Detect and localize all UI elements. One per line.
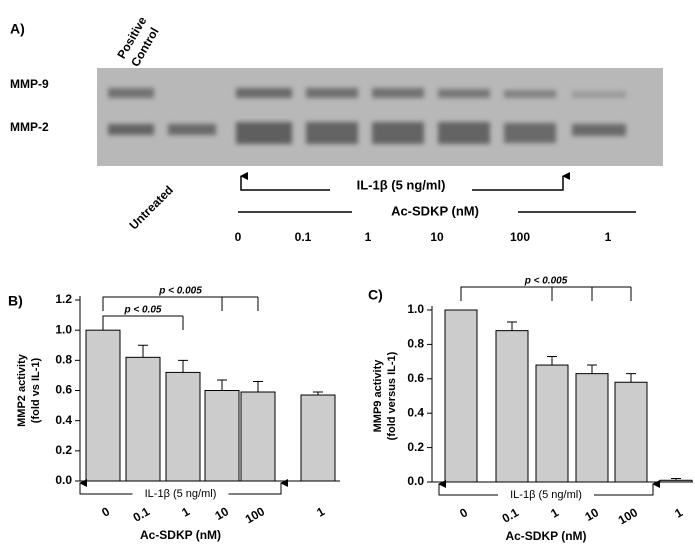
y-tick-label: 0.0 — [55, 473, 72, 487]
dose-label: 100 — [510, 230, 530, 244]
band-label: MMP-2 — [10, 120, 49, 134]
y-tick-label: 1.2 — [55, 292, 72, 306]
panel-label: B) — [8, 293, 23, 309]
bar — [240, 391, 276, 482]
panel-label: A) — [10, 21, 25, 37]
y-tick-label: 0.2 — [407, 440, 424, 454]
significance-label: p < 0.005 — [524, 276, 568, 287]
error-bar — [313, 391, 323, 396]
significance-label: p < 0.05 — [124, 305, 162, 316]
group-label-bg — [498, 488, 594, 502]
dose-label: 10 — [430, 230, 444, 244]
significance-label: p < 0.005 — [158, 286, 202, 297]
y-tick-label: 0.2 — [55, 443, 72, 457]
dose-label: 1 — [365, 230, 372, 244]
x-tick-label: 0.1 — [131, 504, 153, 525]
lane-label: Untreated — [126, 183, 176, 233]
bar — [575, 373, 609, 483]
bar — [300, 394, 336, 482]
x-axis-label: Ac-SDKP (nM) — [505, 529, 586, 543]
significance-bracket — [460, 286, 632, 301]
bar — [204, 390, 240, 482]
y-axis-label: MMP2 activity — [16, 353, 28, 427]
y-tick-label: 0.8 — [55, 353, 72, 367]
y-axis-label: (fold vs IL-1) — [30, 357, 42, 423]
bar — [614, 381, 648, 483]
x-tick-label: 1 — [548, 505, 561, 521]
error-bar — [178, 359, 188, 373]
significance-bracket — [102, 296, 259, 311]
agent-label: Ac-SDKP (nM) — [391, 203, 479, 218]
panel-label: C) — [368, 287, 383, 303]
x-tick-label: 100 — [243, 504, 268, 526]
treatment-label: IL-1β (5 ng/ml) — [357, 177, 446, 192]
error-bar — [217, 379, 227, 391]
y-tick-label: 1.0 — [55, 322, 72, 336]
y-tick-label: 1.0 — [407, 302, 424, 316]
y-tick-label: 0.4 — [407, 405, 424, 419]
group-label: IL-1β (5 ng/ml) — [145, 488, 217, 500]
error-bar — [671, 478, 681, 481]
y-tick-label: 0.0 — [407, 474, 424, 488]
group-label-bg — [132, 487, 229, 501]
y-tick-label: 0.6 — [407, 371, 424, 385]
y-tick-label: 0.4 — [55, 413, 72, 427]
bar — [495, 330, 529, 483]
x-tick-label: 0 — [457, 505, 470, 521]
bar — [659, 479, 693, 483]
x-axis-label: Ac-SDKP (nM) — [140, 528, 221, 542]
bar — [535, 364, 569, 483]
treatment-bracket — [241, 176, 563, 191]
bar — [125, 356, 161, 482]
error-bar — [626, 373, 636, 383]
dose-label: 1 — [605, 230, 612, 244]
error-bar — [587, 364, 597, 374]
y-axis-label: (fold versus IL-1) — [386, 351, 398, 440]
bar — [444, 309, 478, 483]
error-bar — [253, 380, 263, 393]
error-bar — [138, 344, 148, 358]
bar — [165, 371, 201, 482]
bar — [85, 329, 121, 482]
x-tick-label: 10 — [583, 505, 602, 524]
y-axis-label: MMP9 activity — [372, 359, 384, 433]
significance-bracket — [102, 315, 184, 330]
x-tick-label: 1 — [672, 505, 685, 521]
error-bar — [547, 355, 557, 366]
dose-label: 0.1 — [295, 230, 312, 244]
y-tick-label: 0.6 — [55, 383, 72, 397]
x-tick-label: 1 — [179, 504, 192, 520]
x-tick-label: 100 — [616, 505, 641, 527]
x-tick-label: 0.1 — [500, 505, 522, 526]
gel-image — [97, 68, 663, 166]
dose-label: 0 — [235, 230, 242, 244]
x-tick-label: 0 — [99, 504, 112, 520]
x-tick-label: 10 — [213, 504, 232, 523]
band-label: MMP-9 — [10, 77, 49, 91]
group-label: IL-1β (5 ng/ml) — [510, 489, 582, 501]
x-tick-label: 1 — [314, 504, 327, 520]
y-tick-label: 0.8 — [407, 337, 424, 351]
error-bar — [507, 321, 517, 331]
